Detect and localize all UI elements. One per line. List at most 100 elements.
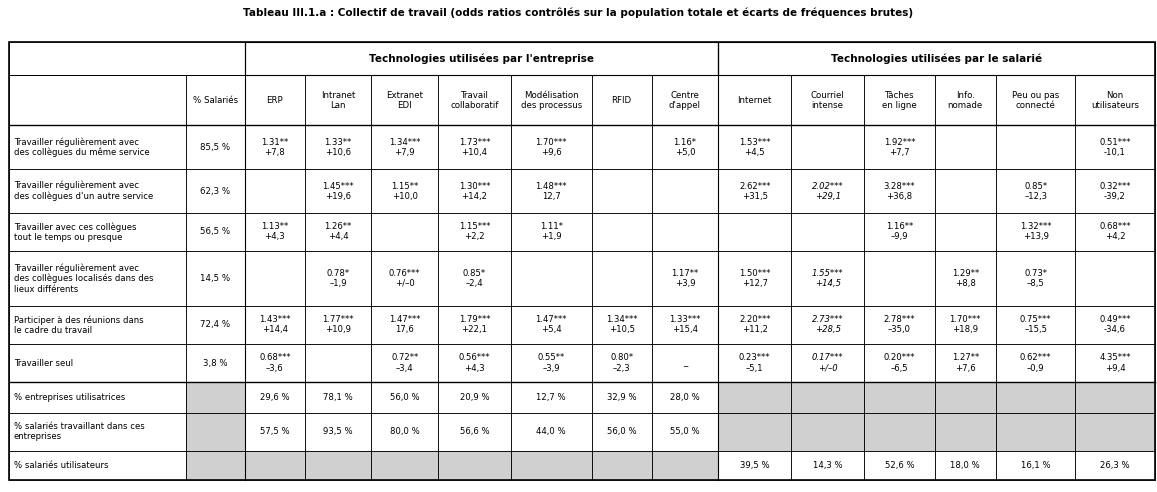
Bar xyxy=(245,213,305,251)
Text: 3,8 %: 3,8 % xyxy=(202,359,228,368)
Bar xyxy=(718,382,791,413)
Bar xyxy=(439,344,511,382)
Bar xyxy=(9,213,186,251)
Bar xyxy=(996,169,1075,213)
Bar xyxy=(791,451,864,480)
Bar xyxy=(439,344,511,382)
Text: 1.33***
+15,4: 1.33*** +15,4 xyxy=(669,315,701,335)
Bar xyxy=(935,125,996,169)
Text: Modélisation
des processus: Modélisation des processus xyxy=(521,91,582,110)
Bar xyxy=(371,213,439,251)
Text: 0.32***
-39,2: 0.32*** -39,2 xyxy=(1099,182,1130,201)
Text: 1.34***
+7,9: 1.34*** +7,9 xyxy=(389,138,420,157)
Bar xyxy=(935,251,996,306)
Bar xyxy=(651,251,718,306)
Bar xyxy=(996,413,1075,451)
Bar xyxy=(439,306,511,344)
Text: 72,4 %: 72,4 % xyxy=(200,320,230,330)
Bar xyxy=(591,306,651,344)
Text: 0.55**
–3,9: 0.55** –3,9 xyxy=(538,353,565,372)
Bar xyxy=(9,42,245,75)
Bar xyxy=(591,75,651,125)
Bar xyxy=(371,125,439,169)
Bar xyxy=(371,344,439,382)
Bar xyxy=(9,42,245,75)
Bar xyxy=(439,382,511,413)
Bar xyxy=(651,251,718,306)
Bar xyxy=(791,413,864,451)
Text: 1.33**
+10,6: 1.33** +10,6 xyxy=(325,138,352,157)
Bar xyxy=(245,75,305,125)
Bar xyxy=(791,382,864,413)
Text: 1.50***
+12,7: 1.50*** +12,7 xyxy=(739,269,771,288)
Bar xyxy=(9,251,186,306)
Bar xyxy=(9,75,186,125)
Text: Tableau III.1.a : Collectif de travail (odds ratios contrôlés sur la population : Tableau III.1.a : Collectif de travail (… xyxy=(243,7,914,18)
Text: 0.76***
+/–0: 0.76*** +/–0 xyxy=(389,269,420,288)
Bar xyxy=(371,413,439,451)
Bar xyxy=(864,344,935,382)
Bar xyxy=(305,251,371,306)
Text: 0.72**
–3,4: 0.72** –3,4 xyxy=(391,353,419,372)
Bar xyxy=(511,344,591,382)
Bar xyxy=(791,169,864,213)
Bar xyxy=(439,213,511,251)
Bar xyxy=(996,125,1075,169)
Bar xyxy=(996,251,1075,306)
Bar xyxy=(996,251,1075,306)
Bar xyxy=(996,382,1075,413)
Text: 2.62***
+31,5: 2.62*** +31,5 xyxy=(739,182,771,201)
Bar xyxy=(245,306,305,344)
Bar xyxy=(935,451,996,480)
Bar xyxy=(1075,169,1155,213)
Bar xyxy=(186,451,245,480)
Text: % Salariés: % Salariés xyxy=(193,96,238,105)
Bar xyxy=(305,213,371,251)
Text: 1.53***
+4,5: 1.53*** +4,5 xyxy=(739,138,771,157)
Bar xyxy=(439,451,511,480)
Text: 14,5 %: 14,5 % xyxy=(200,274,230,283)
Text: Extranet
EDI: Extranet EDI xyxy=(386,91,423,110)
Text: 1.30***
+14,2: 1.30*** +14,2 xyxy=(458,182,491,201)
Bar xyxy=(186,125,245,169)
Bar xyxy=(935,169,996,213)
Text: % salariés travaillant dans ces
entreprises: % salariés travaillant dans ces entrepri… xyxy=(14,422,145,441)
Bar xyxy=(439,213,511,251)
Text: 26,3 %: 26,3 % xyxy=(1100,461,1130,470)
Bar xyxy=(9,306,186,344)
Text: 93,5 %: 93,5 % xyxy=(323,428,353,436)
Text: 1.31**
+7,8: 1.31** +7,8 xyxy=(261,138,288,157)
Bar xyxy=(591,382,651,413)
Bar xyxy=(996,413,1075,451)
Bar xyxy=(511,382,591,413)
Bar xyxy=(651,213,718,251)
Bar xyxy=(439,413,511,451)
Bar xyxy=(718,413,791,451)
Bar xyxy=(439,382,511,413)
Bar xyxy=(439,451,511,480)
Bar xyxy=(864,451,935,480)
Bar xyxy=(305,413,371,451)
Bar xyxy=(864,382,935,413)
Bar xyxy=(9,251,186,306)
Bar xyxy=(511,413,591,451)
Bar xyxy=(864,213,935,251)
Bar xyxy=(935,213,996,251)
Bar xyxy=(935,344,996,382)
Text: 1.32***
+13,9: 1.32*** +13,9 xyxy=(1020,222,1052,242)
Bar xyxy=(186,213,245,251)
Bar xyxy=(439,125,511,169)
Bar xyxy=(245,251,305,306)
Bar xyxy=(718,251,791,306)
Bar xyxy=(511,125,591,169)
Bar xyxy=(9,413,186,451)
Bar xyxy=(791,306,864,344)
Bar xyxy=(245,451,305,480)
Bar xyxy=(791,251,864,306)
Bar xyxy=(591,382,651,413)
Bar xyxy=(9,213,186,251)
Bar xyxy=(591,344,651,382)
Text: 52,6 %: 52,6 % xyxy=(885,461,914,470)
Text: 0.49***
-34,6: 0.49*** -34,6 xyxy=(1099,315,1130,335)
Bar xyxy=(864,75,935,125)
